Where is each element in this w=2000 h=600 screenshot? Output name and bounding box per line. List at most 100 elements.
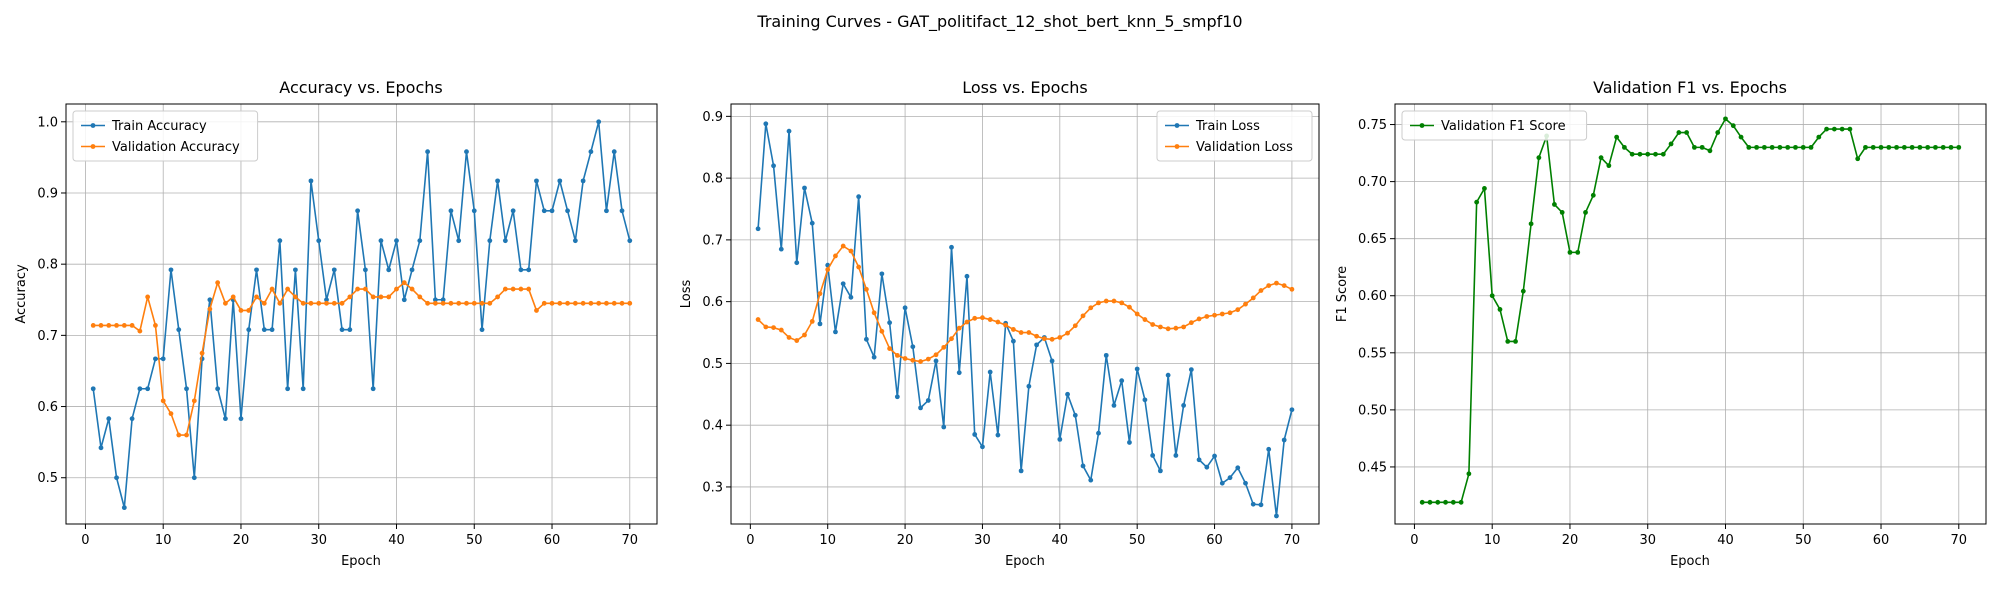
accuracy-data-point — [425, 300, 430, 306]
loss-chart-title: Loss vs. Epochs — [962, 78, 1087, 97]
loss-data-point — [763, 121, 769, 127]
loss-series-train-loss — [755, 121, 1295, 519]
loss-data-point — [817, 321, 823, 327]
f1-data-point — [1699, 144, 1705, 150]
f1-y-tick-label: 0.65 — [1358, 232, 1387, 247]
accuracy-data-point — [619, 208, 625, 214]
accuracy-data-point — [518, 286, 524, 292]
loss-series-line — [757, 245, 1293, 363]
loss-data-point — [894, 394, 900, 400]
loss-data-point — [1227, 310, 1233, 316]
accuracy-data-point — [534, 178, 539, 184]
figure-title: Training Curves - GAT_politifact_12_shot… — [756, 12, 1242, 32]
f1-data-point — [1590, 192, 1596, 198]
accuracy-data-point — [168, 411, 174, 417]
accuracy-data-point — [129, 416, 135, 422]
loss-data-point — [1142, 397, 1148, 403]
accuracy-data-point — [191, 475, 197, 481]
loss-data-point — [786, 128, 792, 134]
accuracy-data-point — [316, 238, 322, 244]
f1-data-point — [1660, 151, 1666, 157]
accuracy-data-point — [565, 208, 570, 214]
loss-data-point — [910, 357, 916, 363]
loss-data-point — [1266, 446, 1272, 452]
loss-data-point — [833, 253, 838, 259]
accuracy-data-point — [604, 208, 609, 214]
accuracy-data-point — [293, 294, 298, 300]
loss-data-point — [1034, 342, 1040, 348]
loss-data-point — [848, 294, 854, 300]
accuracy-data-point — [246, 308, 252, 313]
accuracy-chart-ylabel: Accuracy — [14, 264, 29, 324]
accuracy-data-point — [160, 398, 166, 404]
accuracy-data-point — [261, 327, 267, 333]
accuracy-data-point — [308, 300, 314, 306]
accuracy-data-point — [378, 238, 384, 244]
loss-data-point — [840, 281, 846, 287]
accuracy-y-tick-label: 0.8 — [37, 258, 58, 273]
f1-data-point — [1450, 499, 1456, 505]
loss-data-point — [925, 398, 931, 403]
loss-data-point — [1057, 436, 1063, 442]
accuracy-data-point — [596, 300, 602, 306]
loss-data-point — [1274, 513, 1279, 519]
accuracy-data-point — [223, 300, 228, 306]
f1-y-tick-label: 0.55 — [1358, 346, 1387, 361]
f1-legend-box — [1401, 110, 1588, 141]
accuracy-series-validation-accuracy — [90, 280, 633, 438]
loss-legend-label: Train Loss — [1195, 119, 1260, 134]
accuracy-data-point — [153, 356, 158, 362]
f1-data-point — [1800, 144, 1806, 150]
accuracy-data-point — [549, 208, 555, 214]
loss-data-point — [809, 319, 815, 324]
loss-y-tick-label: 0.4 — [702, 419, 723, 434]
loss-y-tick-label: 0.9 — [702, 110, 723, 125]
loss-data-point — [786, 335, 792, 340]
loss-data-point — [802, 185, 807, 191]
accuracy-data-point — [596, 119, 602, 125]
loss-legend-box — [1156, 110, 1313, 162]
f1-data-point — [1489, 293, 1495, 299]
loss-data-point — [871, 310, 877, 316]
loss-data-point — [1188, 320, 1194, 326]
f1-data-point — [1552, 202, 1557, 207]
accuracy-data-point — [386, 294, 392, 300]
f1-chart-xlabel: Epoch — [1670, 554, 1710, 569]
f1-legend-marker — [1419, 123, 1425, 128]
accuracy-data-point — [456, 300, 462, 306]
accuracy-data-point — [98, 445, 104, 451]
f1-data-point — [1637, 151, 1643, 157]
f1-data-point — [1629, 151, 1635, 157]
loss-data-point — [1003, 322, 1009, 328]
f1-x-tick-label: 60 — [1873, 533, 1890, 548]
f1-data-point — [1559, 210, 1565, 215]
loss-data-point — [956, 370, 962, 376]
loss-data-point — [1034, 333, 1040, 339]
loss-data-point — [1018, 330, 1024, 335]
accuracy-data-point — [572, 238, 578, 244]
accuracy-data-point — [106, 416, 112, 422]
accuracy-data-point — [588, 300, 594, 306]
f1-y-tick-label: 0.75 — [1358, 118, 1387, 133]
f1-data-point — [1668, 141, 1674, 147]
loss-data-point — [1181, 403, 1187, 408]
loss-data-point — [902, 356, 908, 361]
accuracy-legend-box — [72, 110, 259, 162]
loss-data-point — [879, 271, 885, 277]
accuracy-legend-marker — [90, 144, 96, 149]
loss-data-point — [856, 194, 862, 200]
accuracy-data-point — [534, 308, 539, 313]
loss-x-tick-label: 20 — [897, 533, 914, 548]
accuracy-data-point — [176, 327, 182, 333]
accuracy-data-point — [90, 386, 96, 392]
accuracy-data-point — [495, 294, 500, 300]
loss-data-point — [980, 315, 985, 321]
accuracy-data-point — [300, 300, 306, 306]
loss-data-point — [1165, 372, 1171, 378]
loss-legend-marker — [1174, 123, 1180, 128]
f1-data-point — [1886, 144, 1892, 150]
loss-data-point — [1057, 335, 1063, 340]
loss-y-tick-label: 0.7 — [702, 233, 723, 248]
loss-data-point — [1018, 468, 1024, 474]
loss-data-point — [771, 163, 776, 169]
